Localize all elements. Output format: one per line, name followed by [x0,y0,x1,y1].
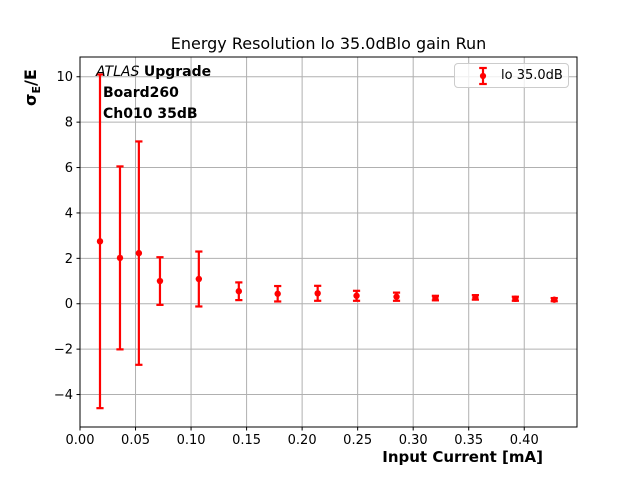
annotation-block: ATLAS Upgrade Board260 Ch010 35dB [96,62,211,125]
tick-labels: 0.00 0.05 0.10 0.15 0.20 0.25 0.30 0.35 0.40 −4 −2… [54,70,539,448]
svg-text:0.00: 0.00 [66,433,95,448]
y-axis-label: σE/E [21,69,43,106]
error-bar-series [96,73,558,410]
axes-frame [79,56,578,428]
annotation-line-3: Ch010 35dB [103,106,198,122]
svg-text:0.30: 0.30 [399,433,428,448]
svg-text:8: 8 [65,116,73,131]
svg-text:0.05: 0.05 [121,433,150,448]
experiment-name: ATLAS [96,64,140,80]
svg-text:−2: −2 [54,343,73,358]
svg-text:−4: −4 [54,388,73,403]
ylabel-rest: /E [21,69,40,87]
sigma-subscript: E [30,86,44,94]
annotation-line-2: Board260 [103,85,179,101]
svg-text:10: 10 [56,70,73,85]
svg-text:0.10: 0.10 [177,433,206,448]
errorbar-marker-icon [479,66,487,85]
svg-text:6: 6 [65,161,73,176]
annotation-line-1: ATLAS Upgrade [96,62,211,83]
x-axis-label: Input Current [mA] [382,448,543,466]
grid-layer [79,57,577,427]
sigma-symbol: σ [21,93,40,106]
svg-text:0.40: 0.40 [510,433,539,448]
svg-text:0.20: 0.20 [288,433,317,448]
svg-text:4: 4 [65,206,73,221]
svg-text:0.35: 0.35 [454,433,483,448]
svg-text:0.25: 0.25 [343,433,372,448]
legend-label: lo 35.0dB [501,68,563,83]
svg-text:2: 2 [65,252,73,267]
tick-marks [76,76,525,431]
legend: lo 35.0dB [454,63,569,88]
chart-title: Energy Resolution lo 35.0dBlo gain Run [170,34,487,53]
svg-text:0.15: 0.15 [232,433,261,448]
experiment-phase: Upgrade [143,64,212,80]
svg-text:0: 0 [65,297,73,312]
